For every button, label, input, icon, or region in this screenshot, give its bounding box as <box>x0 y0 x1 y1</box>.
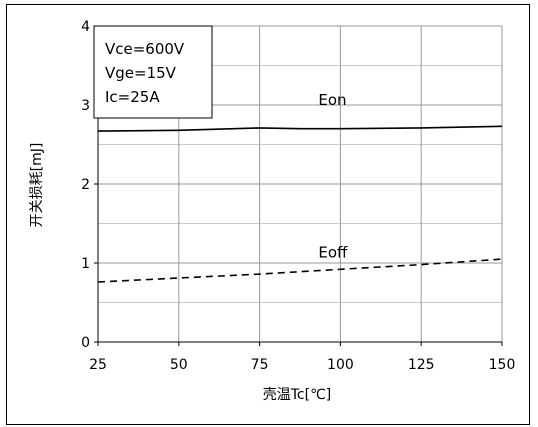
series-label-eon: Eon <box>318 91 346 109</box>
y-tick-label: 4 <box>81 19 90 35</box>
switching-loss-chart: 0 1 2 3 4 25 50 75 100 125 150 Eon Eoff Vce=600V Vg… <box>29 19 515 403</box>
x-axis-title: 壳温Tc[℃] <box>263 386 332 403</box>
axes: 0 1 2 3 4 25 50 75 100 125 150 <box>81 19 515 373</box>
condition-vge: Vge=15V <box>105 64 177 82</box>
y-tick-label: 3 <box>81 98 90 114</box>
x-tick-label: 50 <box>170 357 188 373</box>
y-axis-title: 开关损耗[mJ] <box>29 143 45 228</box>
series-line-eon <box>97 125 503 132</box>
x-tick-label: 150 <box>489 357 516 373</box>
conditions-box-border <box>93 25 213 119</box>
y-tick-label: 1 <box>81 256 90 272</box>
x-tick-label: 100 <box>327 357 354 373</box>
series-label-eoff: Eoff <box>318 243 348 261</box>
series-line-eoff <box>97 258 503 283</box>
y-tick-label: 2 <box>81 177 90 193</box>
test-conditions-box: Vce=600V Vge=15V Ic=25A <box>93 25 213 119</box>
condition-ic: Ic=25A <box>105 88 160 106</box>
x-tick-label: 75 <box>251 357 269 373</box>
y-tick-label: 0 <box>81 335 90 351</box>
x-tick-label: 125 <box>408 357 435 373</box>
series-lines <box>97 125 503 283</box>
x-tick-label: 25 <box>89 357 107 373</box>
condition-vce: Vce=600V <box>105 40 185 58</box>
grid <box>98 25 503 342</box>
chart-frame: 0 1 2 3 4 25 50 75 100 125 150 Eon Eoff Vce=600V Vg… <box>6 4 530 425</box>
series-labels: Eon Eoff <box>318 91 348 261</box>
